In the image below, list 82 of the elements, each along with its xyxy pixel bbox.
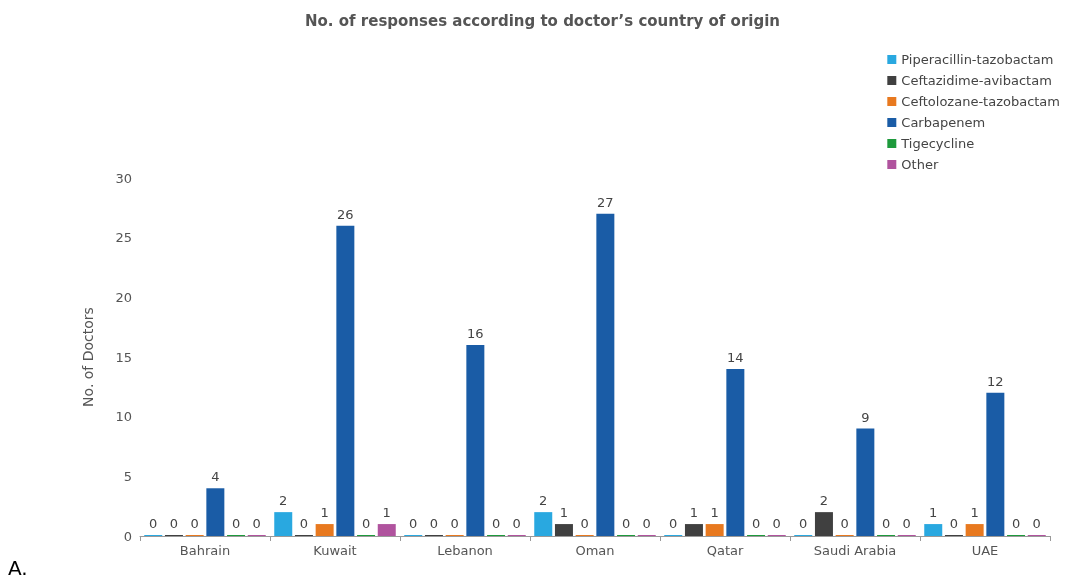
data-label: 0 bbox=[491, 516, 501, 531]
data-label: 0 bbox=[881, 516, 891, 531]
data-label: 0 bbox=[361, 516, 371, 531]
data-label: 1 bbox=[970, 505, 979, 521]
data-label: 0 bbox=[772, 516, 781, 531]
y-tick-label: 15 bbox=[115, 349, 132, 365]
text: A. bbox=[8, 556, 28, 580]
bar bbox=[814, 512, 833, 536]
data-label: 0 bbox=[1011, 516, 1021, 531]
x-tick-label: Saudi Arabia bbox=[813, 543, 897, 558]
bar bbox=[986, 392, 1005, 536]
y-tick-label: 20 bbox=[115, 289, 132, 305]
x-tick-label: Kuwait bbox=[313, 543, 357, 558]
bar bbox=[924, 524, 943, 536]
y-axis-title: No. of Doctors bbox=[80, 307, 96, 407]
y-tick-label: 25 bbox=[115, 230, 132, 246]
data-label: 2 bbox=[279, 493, 288, 509]
y-tick-label: 5 bbox=[123, 468, 132, 484]
legend-label: Other bbox=[901, 157, 939, 172]
data-label: 0 bbox=[751, 516, 761, 531]
data-label: 1 bbox=[929, 505, 938, 521]
data-label: 0 bbox=[231, 516, 241, 531]
bar bbox=[554, 524, 573, 536]
data-label: 0 bbox=[642, 516, 651, 531]
bar bbox=[377, 524, 396, 536]
data-label: 1 bbox=[710, 505, 719, 521]
data-label: 1 bbox=[689, 505, 699, 521]
data-label: 0 bbox=[429, 516, 439, 531]
data-label: 12 bbox=[987, 373, 1004, 389]
chart-title: No. of responses according to doctor’s country of origin bbox=[305, 11, 780, 30]
data-label: 0 bbox=[299, 516, 309, 531]
x-tick-label: Lebanon bbox=[437, 543, 493, 558]
legend-label: Carbapenem bbox=[901, 115, 986, 130]
data-label: 0 bbox=[902, 516, 911, 531]
x-tick-label: Bahrain bbox=[179, 543, 231, 558]
data-label: 0 bbox=[799, 516, 808, 531]
bar bbox=[206, 488, 225, 536]
data-label: 0 bbox=[409, 516, 418, 531]
bar bbox=[274, 512, 293, 536]
data-label: 0 bbox=[621, 516, 631, 531]
bar bbox=[315, 524, 334, 536]
data-label: 16 bbox=[467, 326, 484, 342]
x-tick-label: Oman bbox=[575, 543, 615, 558]
data-label: 1 bbox=[559, 505, 569, 521]
bar bbox=[965, 524, 984, 536]
x-tick-label: UAE bbox=[971, 543, 999, 558]
data-label: 0 bbox=[450, 516, 459, 531]
data-label: 1 bbox=[320, 505, 329, 521]
data-label: 0 bbox=[252, 516, 261, 531]
data-label: 0 bbox=[949, 516, 959, 531]
data-label: 0 bbox=[149, 516, 158, 531]
data-label: 4 bbox=[211, 469, 220, 485]
x-tick-label: Qatar bbox=[706, 543, 744, 558]
bar bbox=[705, 524, 724, 536]
data-label: 0 bbox=[190, 516, 199, 531]
bar bbox=[684, 524, 703, 536]
data-label: 0 bbox=[169, 516, 179, 531]
data-label: 0 bbox=[1032, 516, 1041, 531]
bar bbox=[466, 345, 485, 536]
legend-label: Ceftolozane-tazobactam bbox=[901, 94, 1061, 109]
bar bbox=[726, 368, 745, 536]
legend-label: Ceftazidime-avibactam bbox=[901, 73, 1052, 88]
data-label: 0 bbox=[669, 516, 678, 531]
y-tick-label: 30 bbox=[115, 170, 132, 186]
legend-label: Tigecycline bbox=[900, 136, 975, 151]
data-label: 14 bbox=[727, 349, 744, 365]
data-label: 27 bbox=[597, 194, 614, 210]
data-label: 0 bbox=[840, 516, 849, 531]
bar bbox=[596, 213, 615, 536]
y-tick-label: 10 bbox=[115, 409, 132, 425]
bar bbox=[534, 512, 553, 536]
bar bbox=[336, 225, 355, 536]
data-label: 2 bbox=[539, 493, 548, 509]
data-label: 9 bbox=[861, 409, 870, 425]
data-label: 2 bbox=[819, 493, 829, 509]
legend-label: Piperacillin-tazobactam bbox=[901, 52, 1054, 67]
data-label: 26 bbox=[337, 206, 354, 222]
data-label: 0 bbox=[580, 516, 589, 531]
bar bbox=[856, 428, 875, 536]
data-label: 1 bbox=[382, 505, 391, 521]
y-tick-label: 0 bbox=[123, 528, 132, 544]
data-label: 0 bbox=[512, 516, 521, 531]
